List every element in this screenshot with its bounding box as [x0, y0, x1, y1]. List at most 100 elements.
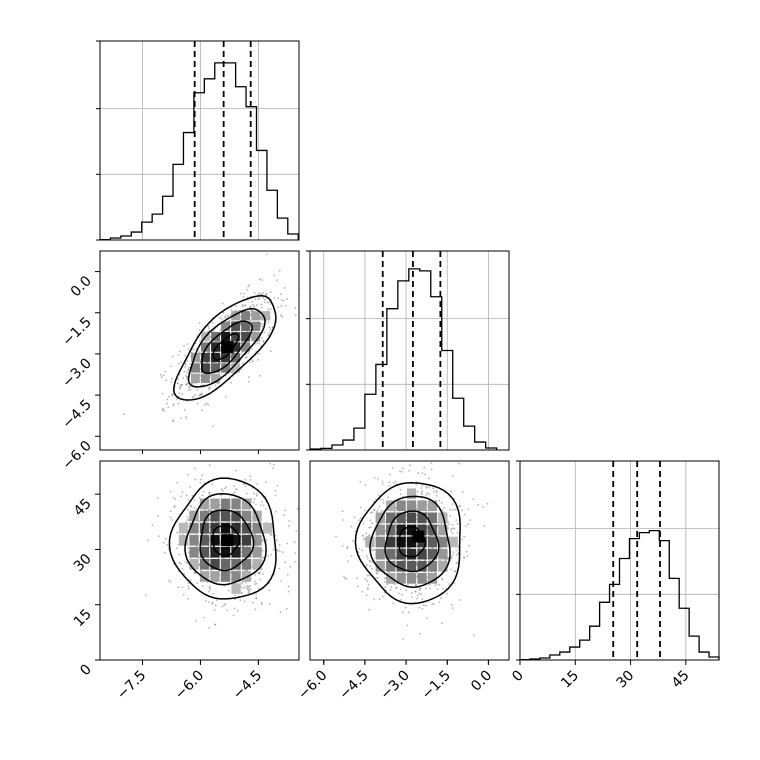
joint-2-point: [394, 480, 397, 483]
joint-2-point: [389, 588, 392, 591]
joint-2-point: [407, 584, 409, 586]
joint-2-point: [442, 587, 444, 590]
joint-0-point: [208, 386, 211, 389]
joint-0-point: [251, 300, 254, 303]
joint-1-point: [169, 490, 172, 493]
joint-0-point: [160, 376, 163, 378]
joint-2-point: [428, 493, 430, 495]
joint-2-point: [407, 611, 410, 614]
joint-1-point: [219, 533, 222, 536]
joint-0-point: [167, 395, 170, 398]
joint-1-point: [166, 544, 169, 547]
joint-0-point: [258, 342, 261, 345]
joint-2-point: [383, 581, 386, 584]
joint-2-point: [464, 525, 467, 527]
joint-1-point: [226, 609, 229, 612]
joint-1-point: [211, 483, 214, 486]
joint-1-point: [261, 573, 264, 575]
joint-2-density-cell: [406, 500, 417, 512]
joint-2-point: [364, 509, 366, 512]
joint-0-density-cell: [231, 332, 241, 342]
joint-0-contour-1: [201, 320, 253, 374]
joint-2-density-cell: [396, 500, 406, 512]
joint-1-density-cell: [210, 571, 220, 582]
joint-1-point: [157, 514, 159, 517]
joint-0-point: [268, 332, 271, 334]
joint-2-point: [375, 577, 377, 579]
joint-1-point: [264, 508, 267, 510]
joint-1-density-cell: [189, 559, 199, 570]
joint-2-point: [425, 486, 428, 489]
joint-1-point: [241, 583, 243, 585]
joint-0-point: [223, 361, 226, 364]
joint-0-point: [179, 350, 181, 353]
joint-0-density-cell: [211, 363, 220, 373]
joint-0-point: [170, 381, 173, 383]
joint-0-density-cell: [221, 363, 230, 373]
joint-1-point: [240, 592, 243, 595]
joint-1-point: [274, 510, 277, 513]
joint-2-density-cell: [438, 560, 448, 572]
joint-1-point: [234, 491, 236, 494]
joint-1-point: [254, 573, 256, 576]
joint-0-point: [249, 305, 252, 308]
histogram-panel-2: [516, 460, 720, 661]
joint-0-point: [165, 379, 168, 382]
joint-2-contour-1: [384, 510, 440, 573]
joint-2-point: [382, 501, 385, 504]
joint-1-point: [278, 544, 281, 547]
joint-2-point: [458, 462, 460, 465]
joint-2-point: [402, 611, 404, 614]
joint-1-point: [194, 478, 197, 481]
joint-0-point: [284, 304, 287, 307]
joint-2-point: [399, 588, 402, 591]
joint-1-point: [255, 492, 258, 495]
joint-1-density-cell: [199, 510, 210, 522]
x-tick-label-2-2: 30: [613, 668, 637, 692]
joint-2-point: [447, 521, 449, 523]
joint-2-density-cell: [417, 548, 427, 560]
joint-0-density-cell: [231, 342, 241, 352]
y-tick-label-1-3: −1.5: [59, 314, 94, 349]
joint-0-point: [300, 292, 302, 294]
y-tick-label-1-4: 0.0: [68, 273, 95, 300]
joint-1-point: [187, 551, 190, 554]
joint-1-contour-0: [212, 524, 241, 557]
joint-0-point: [219, 330, 222, 332]
joint-1-point: [296, 507, 299, 510]
joint-0-point: [183, 370, 186, 373]
joint-2-point: [455, 549, 458, 552]
joint-0-density-cell: [211, 373, 220, 383]
joint-2-point: [377, 577, 379, 580]
joint-1-point: [211, 601, 214, 604]
joint-1-point: [282, 514, 285, 517]
joint-0-point: [198, 340, 201, 342]
joint-2-density-cell: [375, 536, 385, 548]
joint-2-point: [455, 562, 458, 565]
joint-2-point: [448, 523, 451, 525]
joint-0-point: [177, 378, 180, 381]
joint-0-point: [280, 299, 283, 301]
joint-1-point: [251, 565, 253, 568]
joint-1-point: [289, 565, 292, 568]
joint-0-point: [261, 337, 263, 339]
joint-2-point: [420, 593, 423, 596]
joint-2-point: [356, 585, 359, 588]
y-tick-label-1-1: −4.5: [59, 397, 94, 432]
joint-2-density-cell: [427, 512, 438, 524]
joint-0-density-cell: [221, 352, 230, 363]
joint-2-point: [416, 490, 419, 493]
joint-0-point: [278, 269, 281, 272]
joint-1-point: [328, 525, 330, 527]
joint-panel-1-2: [335, 462, 489, 640]
joint-0-point: [276, 279, 278, 281]
joint-1-density-cell: [220, 522, 231, 534]
joint-2-point: [428, 486, 431, 489]
joint-2-point: [450, 528, 453, 530]
joint-1-density-cell: [231, 534, 241, 546]
joint-2-contour-0: [398, 525, 427, 558]
joint-1-density-cell: [263, 522, 273, 534]
joint-2-point: [452, 551, 455, 553]
joint-1-point: [239, 521, 242, 523]
joint-1-point: [284, 509, 287, 512]
